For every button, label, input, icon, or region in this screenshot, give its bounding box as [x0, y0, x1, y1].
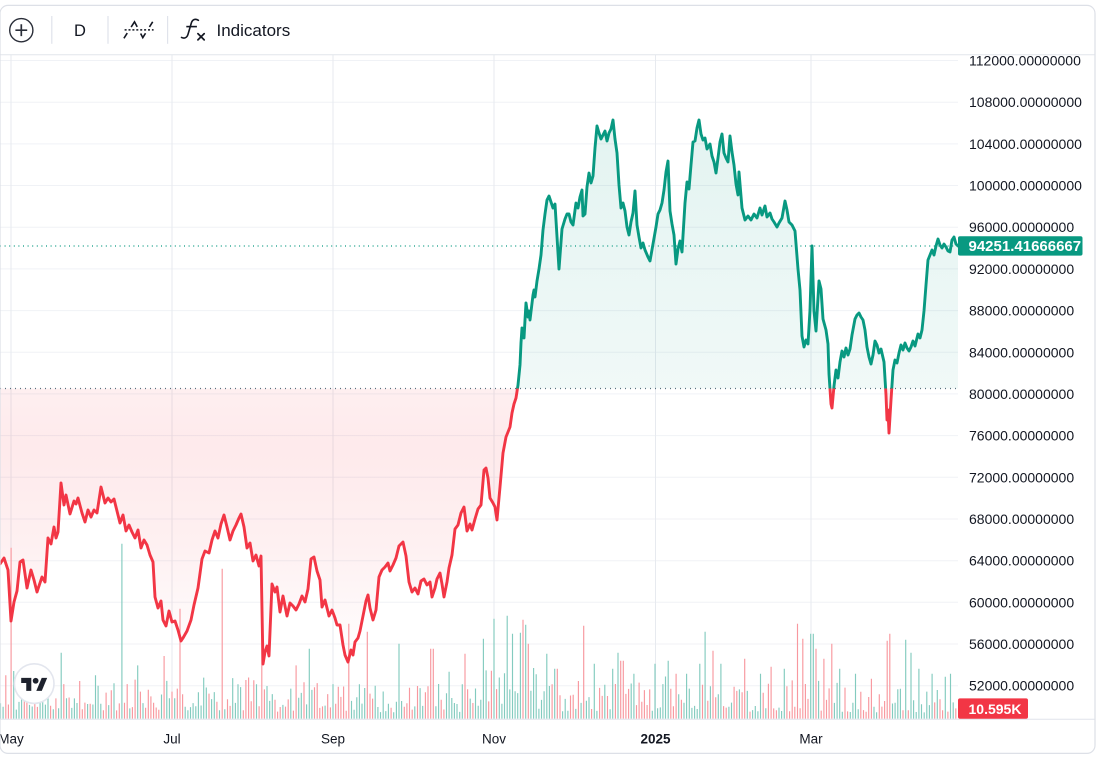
- svg-text:2025: 2025: [640, 732, 671, 747]
- svg-text:92000.00000000: 92000.00000000: [969, 261, 1074, 277]
- svg-text:72000.00000000: 72000.00000000: [969, 469, 1074, 485]
- svg-text:60000.00000000: 60000.00000000: [969, 594, 1074, 610]
- svg-text:80000.00000000: 80000.00000000: [969, 386, 1074, 402]
- svg-text:88000.00000000: 88000.00000000: [969, 303, 1074, 319]
- svg-text:Jul: Jul: [163, 732, 180, 747]
- svg-text:Mar: Mar: [799, 732, 823, 747]
- svg-text:May: May: [0, 732, 24, 747]
- svg-text:104000.00000000: 104000.00000000: [969, 136, 1082, 152]
- svg-text:Sep: Sep: [321, 732, 345, 747]
- svg-text:108000.00000000: 108000.00000000: [969, 94, 1082, 110]
- svg-text:Nov: Nov: [482, 732, 506, 747]
- svg-text:96000.00000000: 96000.00000000: [969, 219, 1074, 235]
- svg-text:D: D: [74, 22, 86, 40]
- svg-text:112000.00000000: 112000.00000000: [969, 53, 1081, 69]
- svg-text:64000.00000000: 64000.00000000: [969, 553, 1074, 569]
- svg-text:56000.00000000: 56000.00000000: [969, 636, 1074, 652]
- svg-text:Indicators: Indicators: [217, 21, 291, 40]
- svg-text:94251.41666667: 94251.41666667: [969, 238, 1082, 255]
- svg-text:68000.00000000: 68000.00000000: [969, 511, 1074, 527]
- svg-text:10.595K: 10.595K: [969, 701, 1022, 717]
- svg-text:52000.00000000: 52000.00000000: [969, 678, 1074, 694]
- svg-text:76000.00000000: 76000.00000000: [969, 428, 1074, 444]
- svg-text:100000.00000000: 100000.00000000: [969, 178, 1082, 194]
- svg-text:84000.00000000: 84000.00000000: [969, 344, 1074, 360]
